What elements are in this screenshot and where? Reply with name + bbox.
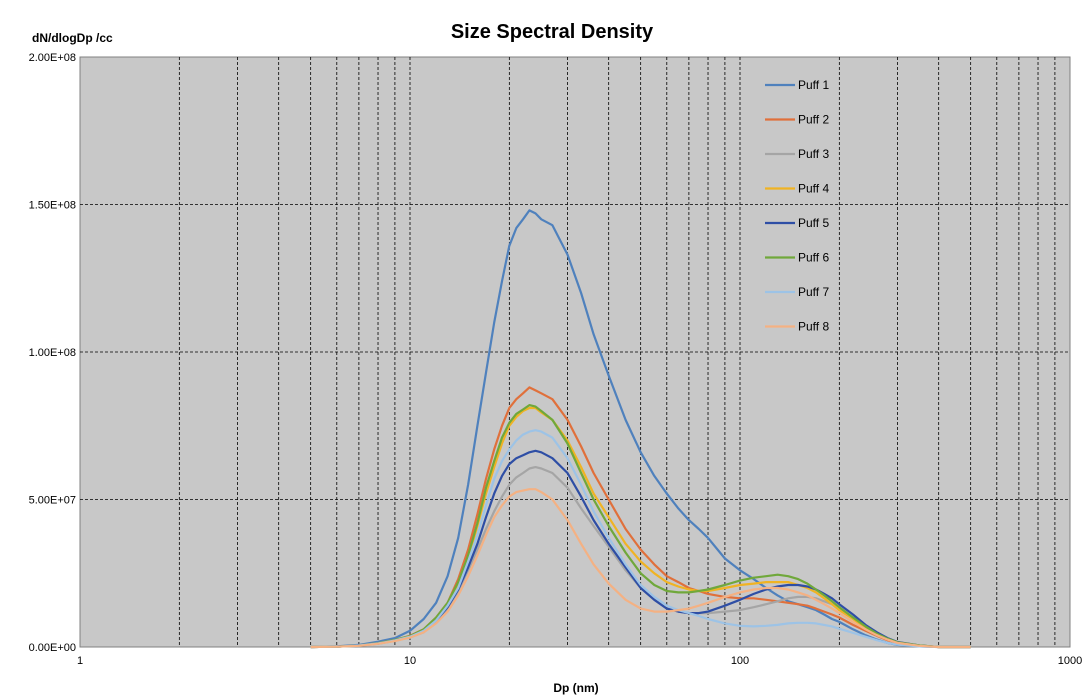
series-line-puff-8 bbox=[310, 488, 971, 649]
x-tick-label: 10 bbox=[404, 655, 416, 667]
y-tick-label: 1.50E+08 bbox=[29, 200, 76, 212]
legend-label: Puff 4 bbox=[798, 182, 829, 196]
y-tick-label: 5.00E+07 bbox=[29, 495, 76, 507]
y-axis-ticks: 0.00E+00 5.00E+07 1.00E+08 1.50E+08 2.00E+08 bbox=[29, 52, 76, 654]
y-axis-label: dN/dlogDp /cc bbox=[32, 31, 113, 45]
legend-label: Puff 1 bbox=[798, 78, 829, 92]
legend-label: Puff 5 bbox=[798, 216, 829, 230]
series-lines bbox=[310, 209, 971, 649]
legend: Puff 1 Puff 2 Puff 3 Puff 4 Puff 5 Puff 6 Puff… bbox=[765, 78, 829, 334]
series-line-puff-6 bbox=[310, 404, 971, 649]
series-line-puff-2 bbox=[310, 386, 971, 649]
x-tick-label: 1000 bbox=[1058, 655, 1082, 667]
series-line-puff-1 bbox=[310, 209, 971, 649]
legend-label: Puff 2 bbox=[798, 113, 829, 127]
legend-label: Puff 7 bbox=[798, 285, 829, 299]
series-line-puff-4 bbox=[310, 406, 971, 649]
series-line-puff-7 bbox=[310, 429, 971, 649]
x-axis-ticks: 1 10 100 1000 bbox=[77, 655, 1082, 667]
x-tick-label: 1 bbox=[77, 655, 83, 667]
y-tick-label: 2.00E+08 bbox=[29, 52, 76, 64]
legend-label: Puff 8 bbox=[798, 320, 829, 334]
y-tick-label: 1.00E+08 bbox=[29, 347, 76, 359]
y-tick-label: 0.00E+00 bbox=[29, 642, 76, 654]
legend-label: Puff 6 bbox=[798, 251, 829, 265]
legend-label: Puff 3 bbox=[798, 147, 829, 161]
x-tick-label: 100 bbox=[731, 655, 749, 667]
x-axis-label: Dp (nm) bbox=[553, 681, 598, 695]
grid-lines bbox=[80, 57, 1070, 647]
chart-title: Size Spectral Density bbox=[451, 21, 654, 43]
